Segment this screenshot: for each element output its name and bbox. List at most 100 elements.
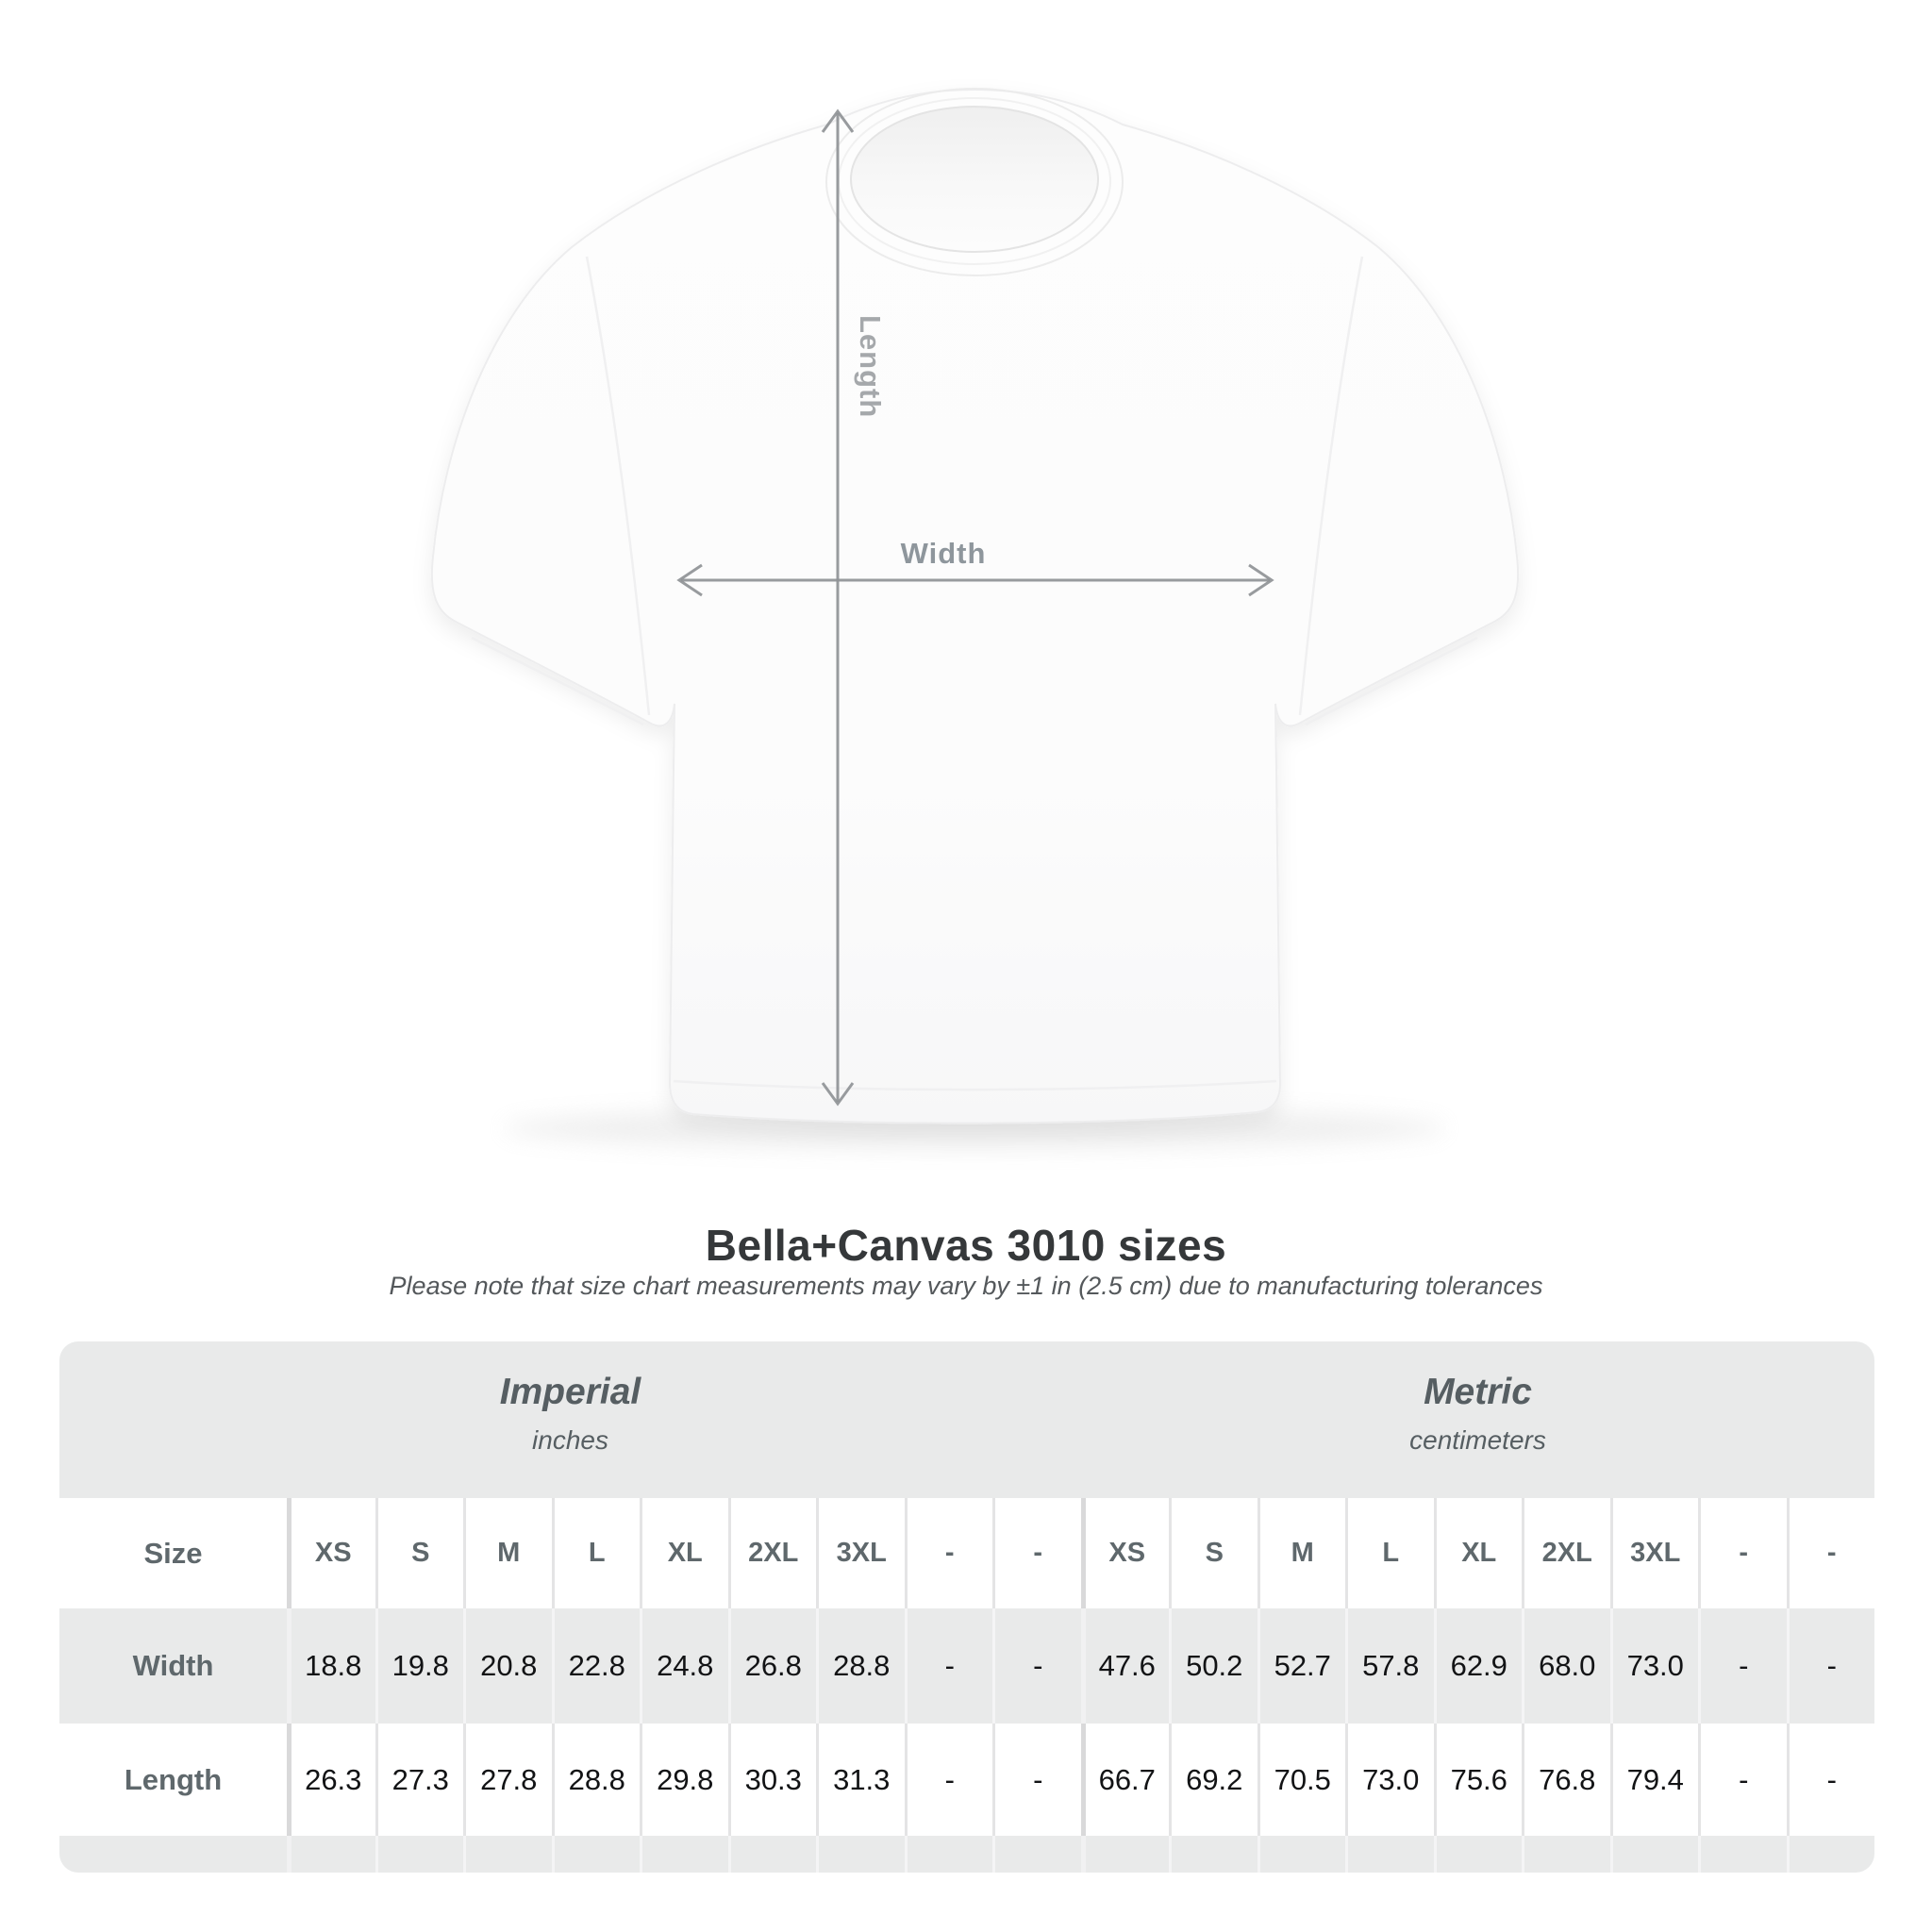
length-value-cell: 28.8 xyxy=(551,1724,641,1836)
collar-neck-opening xyxy=(850,106,1099,253)
size-table: Imperial inches Metric centimeters Size X… xyxy=(59,1341,1874,1873)
length-value-cell: 76.8 xyxy=(1522,1724,1610,1836)
imperial-title: Imperial xyxy=(499,1372,641,1412)
metric-unit-label: centimeters xyxy=(1409,1425,1546,1455)
size-column-header: XS xyxy=(287,1498,375,1608)
width-value-cell: 57.8 xyxy=(1345,1608,1434,1724)
width-value-cell: 19.8 xyxy=(375,1608,464,1724)
size-column-header: - xyxy=(992,1498,1081,1608)
tshirt-diagram: Length Width xyxy=(430,88,1520,1149)
footer-strip-cell xyxy=(816,1836,905,1873)
metric-title: Metric xyxy=(1424,1372,1532,1412)
length-value-cell: 66.7 xyxy=(1080,1724,1170,1836)
width-value-cell: 52.7 xyxy=(1257,1608,1346,1724)
footer-strip-cell xyxy=(1345,1836,1434,1873)
width-value-cell: 68.0 xyxy=(1522,1608,1610,1724)
footer-strip-cell xyxy=(1786,1836,1875,1873)
length-value-cell: 27.8 xyxy=(463,1724,552,1836)
width-value-cell: 62.9 xyxy=(1433,1608,1523,1724)
footer-strip-cell xyxy=(1169,1836,1257,1873)
width-value-cell: 20.8 xyxy=(463,1608,552,1724)
width-row-label: Width xyxy=(132,1649,214,1682)
size-column-header: XL xyxy=(640,1498,728,1608)
dimension-overlay: Length Width xyxy=(676,108,1274,1107)
hem-stitch xyxy=(673,1079,1277,1091)
width-arrow-left-icon xyxy=(676,563,703,597)
width-value-cell: 26.8 xyxy=(727,1608,817,1724)
tshirt-silhouette xyxy=(430,88,1520,1124)
footer-strip-cell xyxy=(640,1836,728,1873)
size-column-header: 2XL xyxy=(1522,1498,1610,1608)
footer-strip-cell xyxy=(727,1836,817,1873)
imperial-header: Imperial inches xyxy=(59,1341,1081,1498)
collar-outer-rim xyxy=(825,88,1124,276)
length-value-cell: 26.3 xyxy=(287,1724,375,1836)
length-value-cell: 70.5 xyxy=(1257,1724,1346,1836)
footer-strip-cell xyxy=(904,1836,993,1873)
length-arrow-up-icon xyxy=(821,108,855,133)
right-sleeve-seam xyxy=(1298,256,1364,716)
length-value-cell: - xyxy=(1698,1724,1787,1836)
width-value-cell: 50.2 xyxy=(1169,1608,1257,1724)
width-value-cell: 47.6 xyxy=(1080,1608,1170,1724)
width-value-cell: - xyxy=(904,1608,993,1724)
footer-strip-cell xyxy=(1609,1836,1699,1873)
footer-strip-cell xyxy=(375,1836,464,1873)
left-sleeve-seam xyxy=(585,256,651,716)
tshirt-graphic xyxy=(430,88,1520,1149)
size-column-header: XS xyxy=(1080,1498,1170,1608)
width-value-cell: - xyxy=(1698,1608,1787,1724)
size-column-header: 3XL xyxy=(1609,1498,1699,1608)
footer-strip-cell xyxy=(1522,1836,1610,1873)
size-column-header: - xyxy=(1698,1498,1787,1608)
footer-strip-cell xyxy=(1433,1836,1523,1873)
length-value-cell: 31.3 xyxy=(816,1724,905,1836)
size-column-header: M xyxy=(463,1498,552,1608)
length-value-cell: 79.4 xyxy=(1609,1724,1699,1836)
size-column-header: S xyxy=(375,1498,464,1608)
units-header-band: Imperial inches Metric centimeters xyxy=(59,1341,1874,1498)
size-column-header: 3XL xyxy=(816,1498,905,1608)
footer-strip-cell xyxy=(287,1836,375,1873)
length-value-cell: 75.6 xyxy=(1433,1724,1523,1836)
imperial-unit-label: inches xyxy=(532,1425,608,1455)
length-value-cell: 69.2 xyxy=(1169,1724,1257,1836)
footer-strip-cell xyxy=(1080,1836,1170,1873)
length-value-cell: 29.8 xyxy=(640,1724,728,1836)
length-dimension-label: Length xyxy=(854,315,887,418)
footer-strip-cell xyxy=(1698,1836,1787,1873)
footer-strip-label xyxy=(59,1836,287,1873)
length-arrow-down-icon xyxy=(821,1082,855,1107)
width-value-cell: - xyxy=(992,1608,1081,1724)
size-header-row: Size XS S M L XL 2XL 3XL - - XS S M L XL 2XL 3XL - - xyxy=(59,1498,1874,1608)
size-column-header: XL xyxy=(1433,1498,1523,1608)
footer-strip-cell xyxy=(1257,1836,1346,1873)
left-cuff-stitch xyxy=(471,636,644,726)
footer-strip-cell xyxy=(551,1836,641,1873)
width-arrow-right-icon xyxy=(1248,563,1274,597)
metric-header: Metric centimeters xyxy=(1081,1341,1874,1498)
width-dimension-label: Width xyxy=(901,537,987,570)
length-value-cell: 73.0 xyxy=(1345,1724,1434,1836)
size-column-header: M xyxy=(1257,1498,1346,1608)
right-cuff-stitch xyxy=(1305,636,1478,726)
size-column-header: - xyxy=(904,1498,993,1608)
size-column-header: L xyxy=(1345,1498,1434,1608)
size-column-header: S xyxy=(1169,1498,1257,1608)
size-column-header: 2XL xyxy=(727,1498,817,1608)
width-value-cell: 28.8 xyxy=(816,1608,905,1724)
width-row: Width 18.8 19.8 20.8 22.8 24.8 26.8 28.8- -47.6 5… xyxy=(59,1608,1874,1724)
length-value-cell: 30.3 xyxy=(727,1724,817,1836)
width-value-cell: 24.8 xyxy=(640,1608,728,1724)
footer-strip-cell xyxy=(992,1836,1081,1873)
size-row-label: Size xyxy=(143,1536,203,1570)
tolerance-note: Please note that size chart measurements… xyxy=(389,1272,1543,1300)
footer-strip-cell xyxy=(463,1836,552,1873)
size-column-header: L xyxy=(551,1498,641,1608)
length-value-cell: - xyxy=(904,1724,993,1836)
size-column-header: - xyxy=(1786,1498,1875,1608)
width-value-cell: 22.8 xyxy=(551,1608,641,1724)
length-value-cell: 27.3 xyxy=(375,1724,464,1836)
width-value-cell: 73.0 xyxy=(1609,1608,1699,1724)
